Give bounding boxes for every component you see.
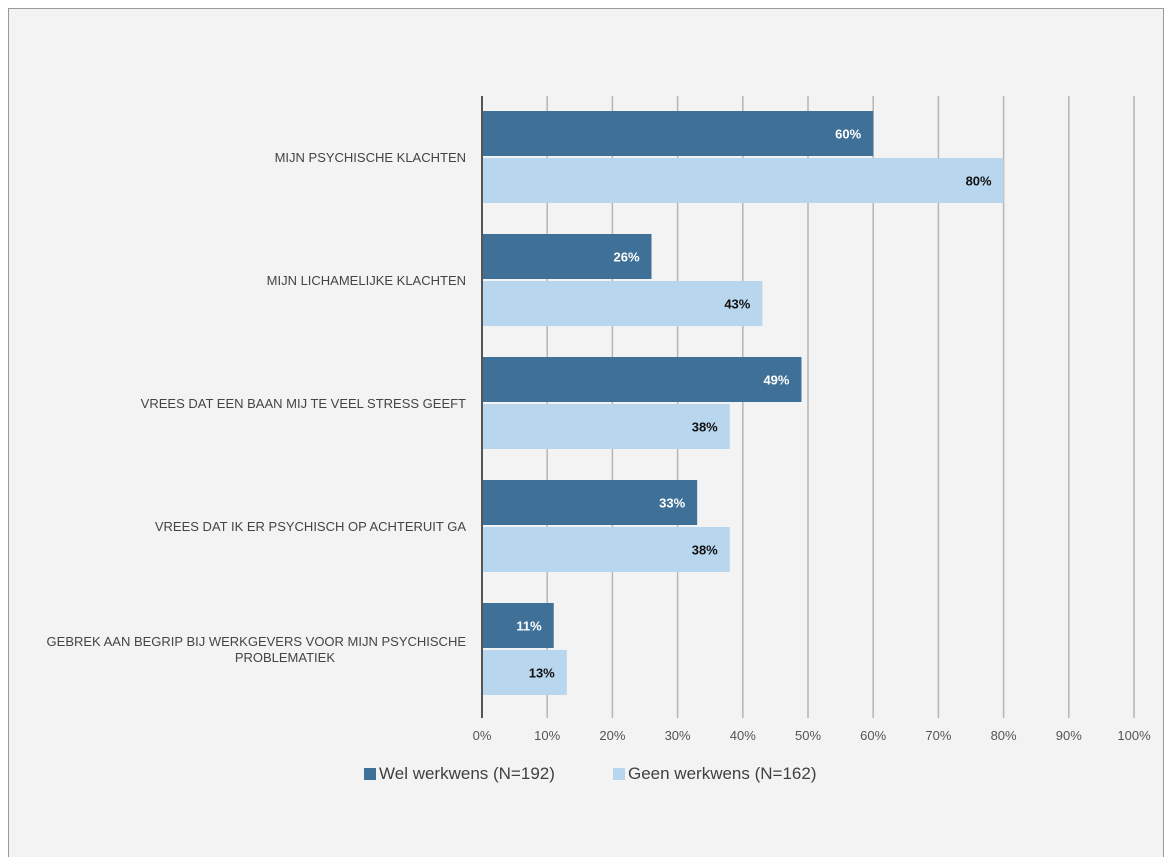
bar-geen [482, 281, 763, 326]
bar-geen [482, 404, 730, 449]
category-label: PROBLEMATIEK [235, 650, 336, 665]
bar-geen [482, 527, 730, 572]
x-tick-label: 90% [1056, 728, 1082, 743]
x-tick-label: 0% [473, 728, 492, 743]
legend-swatch [364, 768, 376, 780]
data-label: 49% [763, 373, 789, 388]
data-label: 38% [692, 420, 718, 435]
x-tick-label: 10% [534, 728, 560, 743]
data-label: 11% [516, 619, 542, 634]
x-tick-label: 70% [925, 728, 951, 743]
data-label: 43% [724, 297, 750, 312]
bar-wel [482, 480, 698, 525]
category-label: MIJN PSYCHISCHE KLACHTEN [275, 150, 466, 165]
x-tick-label: 20% [599, 728, 625, 743]
legend-label: Geen werkwens (N=162) [628, 764, 817, 783]
bar-wel [482, 603, 554, 648]
data-label: 13% [529, 666, 555, 681]
category-label: VREES DAT EEN BAAN MIJ TE VEEL STRESS GE… [141, 396, 466, 411]
legend-label: Wel werkwens (N=192) [379, 764, 555, 783]
x-tick-label: 80% [991, 728, 1017, 743]
bar-geen [482, 158, 1004, 203]
data-label: 26% [613, 250, 639, 265]
x-tick-label: 30% [665, 728, 691, 743]
data-label: 38% [692, 543, 718, 558]
data-label: 60% [835, 127, 861, 142]
category-label: GEBREK AAN BEGRIP BIJ WERKGEVERS VOOR MI… [47, 634, 467, 649]
x-tick-label: 40% [730, 728, 756, 743]
legend-swatch [613, 768, 625, 780]
data-label: 80% [966, 174, 992, 189]
x-tick-label: 50% [795, 728, 821, 743]
bar-geen [482, 650, 567, 695]
category-label: MIJN LICHAMELIJKE KLACHTEN [267, 273, 466, 288]
x-tick-label: 100% [1117, 728, 1151, 743]
data-label: 33% [659, 496, 685, 511]
bar-wel [482, 357, 802, 402]
bar-wel [482, 111, 874, 156]
category-label: VREES DAT IK ER PSYCHISCH OP ACHTERUIT G… [155, 519, 466, 534]
bar-wel [482, 234, 652, 279]
x-tick-label: 60% [860, 728, 886, 743]
